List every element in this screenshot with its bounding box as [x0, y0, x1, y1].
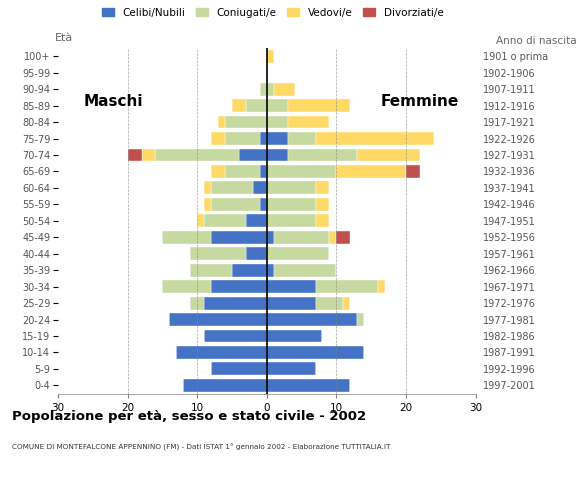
Bar — [260, 165, 267, 178]
Bar — [211, 132, 225, 145]
Bar — [204, 181, 211, 194]
Bar — [288, 99, 350, 112]
Bar — [190, 264, 232, 276]
Bar — [267, 231, 274, 244]
Bar — [267, 280, 316, 293]
Bar — [169, 313, 267, 326]
Bar — [267, 50, 274, 63]
Legend: Celibi/Nubili, Coniugati/e, Vedovi/e, Divorziati/e: Celibi/Nubili, Coniugati/e, Vedovi/e, Di… — [102, 8, 444, 18]
Bar — [267, 99, 288, 112]
Bar — [288, 116, 329, 129]
Bar — [267, 247, 329, 260]
Text: Femmine: Femmine — [381, 95, 459, 109]
Bar — [267, 379, 350, 392]
Bar — [197, 215, 204, 227]
Bar — [267, 215, 316, 227]
Bar — [267, 297, 316, 310]
Bar — [329, 231, 336, 244]
Bar — [274, 264, 336, 276]
Bar — [218, 116, 225, 129]
Bar — [267, 330, 322, 342]
Bar — [211, 362, 267, 375]
Bar — [316, 215, 329, 227]
Bar — [316, 280, 378, 293]
Text: Popolazione per età, sesso e stato civile - 2002: Popolazione per età, sesso e stato civil… — [12, 410, 366, 423]
Bar — [260, 83, 267, 96]
Bar — [162, 231, 211, 244]
Bar — [267, 165, 336, 178]
Bar — [225, 165, 260, 178]
Text: COMUNE DI MONTEFALCONE APPENNINO (FM) - Dati ISTAT 1° gennaio 2002 - Elaborazion: COMUNE DI MONTEFALCONE APPENNINO (FM) - … — [12, 444, 390, 451]
Bar — [267, 148, 288, 161]
Bar — [260, 198, 267, 211]
Bar — [267, 198, 316, 211]
Bar — [267, 116, 288, 129]
Text: Età: Età — [55, 33, 72, 43]
Bar — [253, 181, 267, 194]
Bar — [357, 148, 420, 161]
Bar — [316, 198, 329, 211]
Bar — [204, 297, 267, 310]
Bar — [232, 264, 267, 276]
Bar — [274, 83, 295, 96]
Bar — [267, 181, 316, 194]
Bar — [343, 297, 350, 310]
Bar — [225, 116, 267, 129]
Bar — [162, 280, 211, 293]
Bar — [128, 148, 142, 161]
Bar — [204, 198, 211, 211]
Bar — [246, 215, 267, 227]
Bar — [316, 132, 434, 145]
Bar — [204, 215, 246, 227]
Bar — [260, 132, 267, 145]
Bar — [357, 313, 364, 326]
Bar — [142, 148, 155, 161]
Bar — [316, 181, 329, 194]
Bar — [336, 165, 406, 178]
Bar — [267, 362, 316, 375]
Bar — [211, 231, 267, 244]
Bar — [316, 297, 343, 310]
Bar — [232, 99, 246, 112]
Bar — [246, 99, 267, 112]
Bar — [406, 165, 420, 178]
Text: Anno di nascita: Anno di nascita — [496, 36, 577, 46]
Bar — [211, 165, 225, 178]
Bar — [176, 346, 267, 359]
Bar — [267, 346, 364, 359]
Bar — [288, 148, 357, 161]
Bar — [211, 181, 253, 194]
Bar — [190, 297, 204, 310]
Bar — [288, 132, 316, 145]
Bar — [183, 379, 267, 392]
Bar — [211, 198, 260, 211]
Bar — [155, 148, 239, 161]
Bar — [204, 330, 267, 342]
Bar — [246, 247, 267, 260]
Bar — [274, 231, 329, 244]
Bar — [267, 132, 288, 145]
Bar — [211, 280, 267, 293]
Bar — [267, 83, 274, 96]
Bar — [267, 264, 274, 276]
Bar — [225, 132, 260, 145]
Bar — [190, 247, 246, 260]
Bar — [267, 313, 357, 326]
Bar — [378, 280, 385, 293]
Bar — [336, 231, 350, 244]
Text: Maschi: Maschi — [84, 95, 143, 109]
Bar — [239, 148, 267, 161]
